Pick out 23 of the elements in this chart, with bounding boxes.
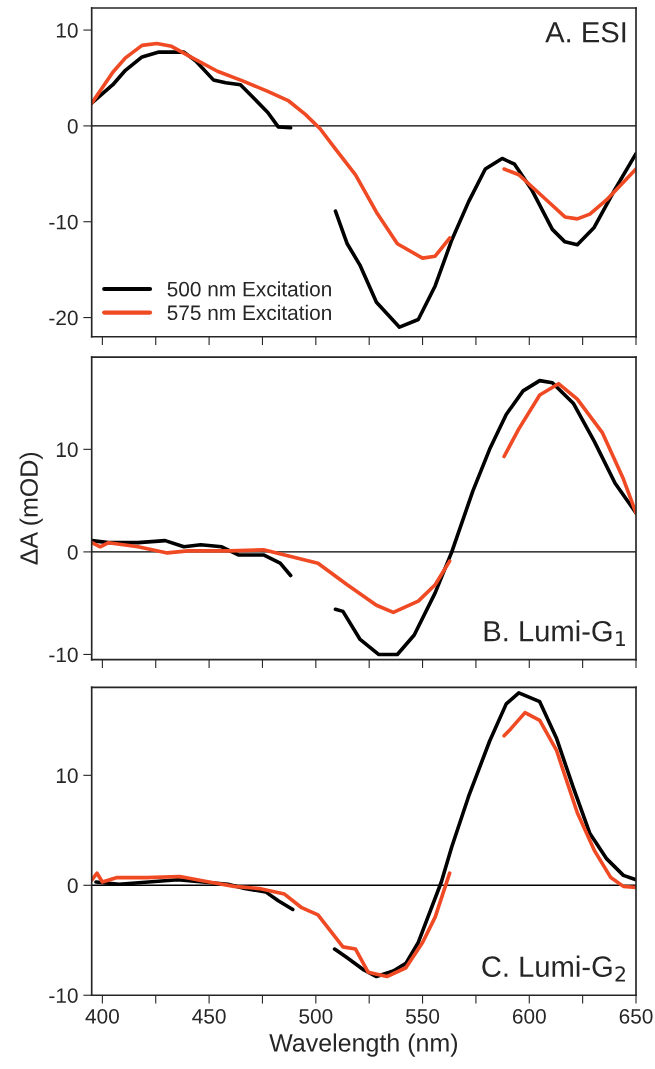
y-tick-label: 0 [67, 118, 78, 134]
x-tick-label: 450 [192, 1008, 226, 1024]
x-tick-label: 500 [299, 1008, 333, 1024]
x-tick-label: 400 [85, 1008, 119, 1024]
y-tick-label: 0 [67, 544, 78, 560]
y-tick-label: -10 [49, 988, 78, 1003]
y-tick-label: 0 [67, 878, 78, 894]
x-axis-title: Wavelength (nm) [269, 1033, 458, 1057]
legend-label: 500 nm Excitation [167, 281, 331, 297]
y-tick-label: 10 [56, 23, 78, 38]
y-tick-label: -10 [49, 647, 78, 663]
x-tick-label: 600 [512, 1008, 546, 1024]
text: B. Lumi-G$_{1}$ [484, 620, 625, 647]
x-tick-label: 650 [619, 1008, 653, 1024]
y-axis-title: ΔA (mOD) [19, 452, 43, 565]
y-tick-label: 10 [56, 768, 78, 784]
legend-label: 575 nm Excitation [167, 304, 331, 321]
y-tick-label: -20 [49, 310, 78, 326]
x-tick-label: 550 [406, 1008, 440, 1024]
text: C. Lumi-G$_{2}$ [482, 955, 625, 982]
y-tick-label: -10 [49, 214, 78, 230]
chart-title: A. ESI [545, 21, 626, 43]
y-tick-label: 10 [56, 442, 78, 458]
